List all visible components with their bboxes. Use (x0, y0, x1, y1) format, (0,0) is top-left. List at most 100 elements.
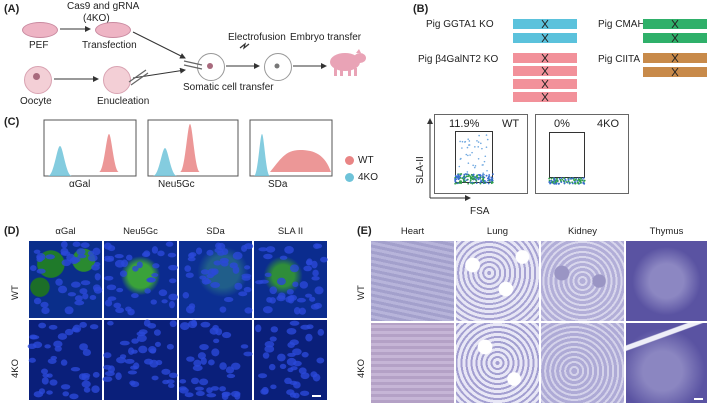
nucleus (115, 372, 122, 380)
dot (464, 140, 467, 143)
nucleus (311, 276, 320, 281)
nucleus (80, 280, 91, 286)
dot (561, 178, 564, 181)
dot (465, 153, 468, 156)
pef-dish (22, 22, 58, 38)
nucleus (54, 345, 62, 352)
nucleus (33, 297, 42, 305)
dot (482, 164, 484, 166)
panel-b-label: (B) (413, 3, 429, 15)
dot (580, 181, 582, 184)
nucleus (124, 358, 135, 364)
dot (556, 180, 559, 182)
e-4ko-thymus-image (626, 323, 707, 403)
nucleus (298, 307, 307, 315)
nucleus (258, 247, 268, 252)
cmah-chromosome-1-cut (671, 19, 679, 29)
nucleus (107, 296, 117, 301)
dot (551, 181, 554, 184)
d-nuclei-tile-6 (178, 319, 253, 401)
cas9-grna-text: Cas9 and gRNA (67, 1, 140, 12)
dot (477, 157, 480, 160)
ggta1-label: Pig GGTA1 KO (426, 19, 494, 30)
dot (550, 179, 553, 182)
nucleus (179, 379, 187, 384)
nucleus (64, 306, 74, 315)
dot (487, 182, 490, 185)
hist-label-neu5gc: Neu5Gc (158, 179, 195, 190)
nucleus (225, 366, 235, 374)
dot (469, 176, 472, 179)
nucleus (287, 367, 294, 373)
nucleus (58, 285, 68, 294)
e-wt-kidney-image (541, 241, 624, 321)
hist-neu5gc-wt (180, 124, 200, 172)
b4galnt2-label: Pig β4GalNT2 KO (418, 54, 499, 65)
d-col-sla-ii: SLA II (277, 226, 304, 237)
nucleus (136, 261, 143, 269)
nucleus (119, 340, 130, 346)
scatter-xaxis-arrow (465, 195, 471, 201)
nucleus (221, 331, 232, 339)
nucleus (166, 379, 175, 384)
nucleus (66, 253, 76, 262)
dot (473, 182, 475, 184)
nucleus (199, 275, 207, 280)
nucleus (213, 260, 222, 266)
dot (573, 181, 576, 183)
transfection-dish (95, 22, 131, 38)
nucleus (314, 286, 324, 295)
hist-agal-4ko (48, 146, 72, 176)
nucleus (104, 275, 114, 281)
nucleus (41, 307, 50, 315)
nucleus (46, 390, 53, 395)
nucleus (74, 300, 85, 306)
nucleus (234, 282, 243, 290)
nucleus (263, 253, 273, 260)
dot (563, 182, 566, 185)
nucleus (70, 367, 81, 372)
hist-label-sda: SDa (268, 179, 288, 190)
nucleus (269, 336, 277, 342)
hist-box-1 (147, 119, 239, 177)
nucleus (258, 373, 268, 379)
nucleus (104, 257, 114, 262)
nucleus (167, 252, 177, 258)
nucleus (311, 260, 318, 269)
nucleus (195, 390, 205, 397)
nucleus (36, 257, 43, 263)
dot (468, 144, 470, 146)
nucleus (178, 386, 187, 391)
nucleus (189, 252, 197, 258)
nucleus (289, 320, 300, 326)
hist-sda-wt (270, 150, 331, 172)
nucleus (92, 247, 101, 256)
nucleus (89, 294, 97, 300)
dot (483, 180, 486, 182)
dot (469, 179, 472, 182)
dot (461, 140, 464, 143)
dot (481, 176, 484, 179)
hist-label-agal: αGal (69, 179, 91, 190)
nucleus (72, 241, 81, 247)
nucleus (87, 250, 95, 256)
nucleus (127, 308, 135, 316)
dot (467, 154, 469, 157)
dot (454, 179, 457, 182)
nucleus (46, 373, 53, 378)
nucleus (300, 372, 310, 380)
nucleus (244, 307, 253, 314)
nucleus (166, 343, 174, 350)
nucleus (131, 349, 138, 354)
cmah-chromosome-2-cut (671, 33, 679, 43)
dot (548, 181, 551, 183)
nucleus (182, 292, 190, 299)
dot (454, 177, 456, 180)
nucleus (82, 348, 92, 357)
nucleus (306, 324, 314, 330)
dot (492, 173, 494, 176)
dot (467, 175, 470, 178)
legend-wt-text: WT (358, 155, 374, 166)
nucleus (161, 299, 168, 304)
nucleus (60, 359, 68, 366)
